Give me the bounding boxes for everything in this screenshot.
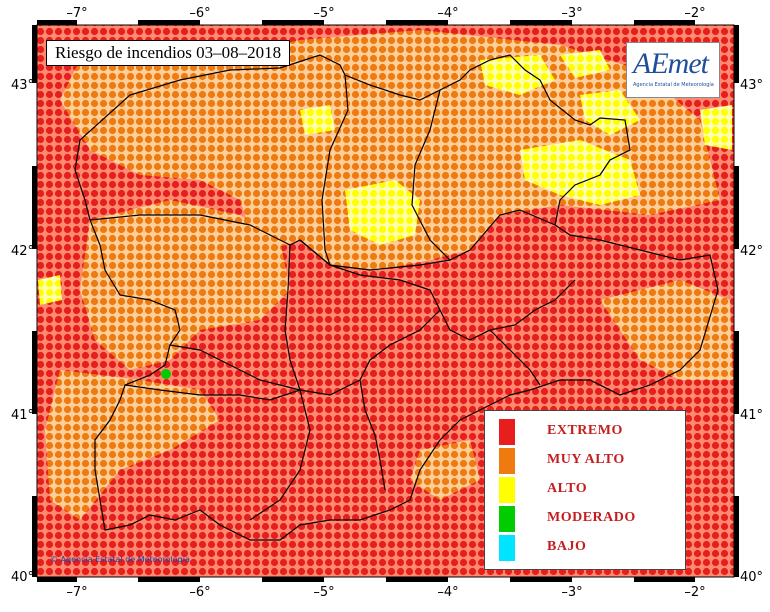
lat-tick-label: 40° — [740, 570, 764, 585]
map-frame — [32, 20, 739, 582]
lat-tick-label: 41° — [10, 408, 34, 423]
lat-tick-label: 42° — [740, 244, 764, 259]
aemet-logo-subtitle: Agencia Estatal de Meteorología — [633, 82, 714, 88]
legend-swatch — [499, 535, 515, 561]
legend-label: EXTREMO — [547, 423, 623, 438]
risk-legend: EXTREMO MUY ALTO ALTO MODERADO BAJO — [484, 410, 686, 570]
lon-tick-label: –6° — [189, 6, 211, 21]
risk-alto-areas — [38, 50, 732, 305]
lon-tick-label: –5° — [313, 585, 335, 600]
aemet-logo-text: AEmet — [633, 47, 709, 80]
risk-muy-alto-areas — [45, 30, 733, 520]
legend-swatch — [499, 477, 515, 503]
lat-tick-label: 41° — [740, 408, 764, 423]
lon-tick-label: –7° — [66, 585, 88, 600]
province-boundaries — [74, 54, 719, 541]
lat-tick-label: 43° — [10, 78, 34, 93]
legend-label: ALTO — [547, 481, 588, 496]
lat-tick-label: 43° — [740, 78, 764, 93]
lon-tick-label: –4° — [437, 6, 459, 21]
lon-tick-label: –3° — [561, 6, 583, 21]
credit-text: © Agencia Estatal de Meteorología — [50, 555, 190, 564]
aemet-logo: AEmet Agencia Estatal de Meteorología — [626, 42, 720, 98]
legend-label: MUY ALTO — [547, 452, 625, 467]
map-title: Riesgo de incendios 03–08–2018 — [46, 40, 291, 66]
legend-swatch — [499, 506, 515, 532]
lat-tick-label: 40° — [10, 570, 34, 585]
lon-tick-label: –3° — [561, 585, 583, 600]
lon-tick-label: –4° — [437, 585, 459, 600]
legend-label: BAJO — [547, 539, 587, 554]
risk-moderado-area — [161, 369, 171, 379]
legend-swatch — [499, 448, 515, 474]
lat-tick-label: 42° — [10, 244, 34, 259]
lon-tick-label: –2° — [684, 585, 706, 600]
lon-tick-label: –6° — [189, 585, 211, 600]
legend-label: MODERADO — [547, 510, 636, 525]
lon-tick-label: –5° — [313, 6, 335, 21]
lon-tick-label: –2° — [684, 6, 706, 21]
legend-swatch — [499, 419, 515, 445]
lon-tick-label: –7° — [66, 6, 88, 21]
